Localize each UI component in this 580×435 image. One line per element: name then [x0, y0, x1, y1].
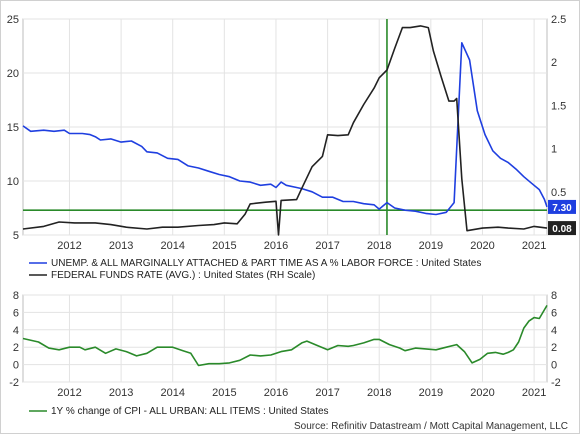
bottom-panel: -2 0 2 4 6 8 -2 0 2 4 6 8 2012 2013 2014 2015 2016 2017… — [9, 290, 561, 399]
top-x-tick-label: 2020 — [470, 240, 494, 252]
top-legend: UNEMP. & ALL MARGINALLY ATTACHED & PART … — [29, 258, 481, 281]
top-left-axis: 5 10 15 20 25 — [7, 14, 19, 242]
top-left-tick-label: 10 — [7, 176, 19, 188]
source-note: Source: Refinitiv Datastream / Mott Capi… — [294, 421, 568, 432]
bottom-right-axis: -2 0 2 4 6 8 — [551, 290, 561, 389]
badge-bg — [548, 221, 576, 236]
top-x-tick-label: 2014 — [160, 240, 184, 252]
bottom-right-tick-label: 0 — [551, 360, 557, 372]
bottom-left-tick-label: -2 — [9, 377, 19, 389]
badge-value: 7.30 — [552, 203, 572, 214]
top-reference-lines — [23, 19, 547, 235]
series-line-fedfunds — [22, 25, 548, 236]
legend-label-fedfunds: FEDERAL FUNDS RATE (AVG.) : United State… — [51, 270, 315, 281]
top-x-axis: 2012 2013 2014 2015 2016 2017 2018 2019 2020 2021 — [57, 240, 546, 252]
last-value-badge-fedfunds: 0.08 — [548, 221, 576, 236]
legend-label-unemp: UNEMP. & ALL MARGINALLY ATTACHED & PART … — [51, 258, 481, 269]
bottom-x-tick-label: 2012 — [57, 387, 81, 399]
bottom-series — [22, 304, 548, 367]
top-left-tick-label: 15 — [7, 122, 19, 134]
bottom-right-tick-label: 6 — [551, 307, 557, 319]
legend-label-cpi: 1Y % change of CPI - ALL URBAN: ALL ITEM… — [51, 406, 329, 417]
top-left-tick-label: 25 — [7, 14, 19, 26]
bottom-x-tick-label: 2021 — [522, 387, 546, 399]
top-x-tick-label: 2015 — [212, 240, 236, 252]
top-x-tick-label: 2019 — [419, 240, 443, 252]
bottom-grid — [23, 294, 547, 383]
top-series — [22, 25, 548, 236]
top-x-tick-label: 2017 — [315, 240, 339, 252]
bottom-left-tick-label: 8 — [13, 290, 19, 302]
top-right-tick-label: 1.5 — [551, 100, 566, 112]
bottom-x-tick-label: 2015 — [212, 387, 236, 399]
top-value-badges: 7.30 0.08 — [548, 199, 576, 236]
bottom-x-axis: 2012 2013 2014 2015 2016 2017 2018 2019 2020 2021 — [57, 387, 546, 399]
bottom-left-tick-label: 2 — [13, 342, 19, 354]
badge-bg — [548, 199, 576, 214]
badge-value: 0.08 — [552, 224, 572, 235]
top-left-tick-label: 5 — [13, 230, 19, 242]
bottom-plot-area — [22, 294, 548, 383]
bottom-left-tick-label: 6 — [13, 307, 19, 319]
legend-item-fedfunds: FEDERAL FUNDS RATE (AVG.) : United State… — [29, 270, 315, 281]
top-right-tick-label: 2 — [551, 57, 557, 69]
top-right-tick-label: 1 — [551, 144, 557, 156]
bottom-right-tick-label: -2 — [551, 377, 561, 389]
bottom-x-tick-label: 2013 — [109, 387, 133, 399]
bottom-x-tick-label: 2018 — [367, 387, 391, 399]
top-x-tick-label: 2013 — [109, 240, 133, 252]
series-line-cpi — [22, 304, 548, 367]
last-value-badge-unemp: 7.30 — [548, 199, 576, 214]
bottom-right-tick-label: 8 — [551, 290, 557, 302]
bottom-left-tick-label: 4 — [13, 325, 19, 337]
bottom-right-tick-label: 2 — [551, 342, 557, 354]
top-x-tick-label: 2018 — [367, 240, 391, 252]
bottom-x-tick-label: 2017 — [315, 387, 339, 399]
top-grid — [23, 18, 547, 236]
top-left-tick-label: 20 — [7, 68, 19, 80]
top-x-tick-label: 2012 — [57, 240, 81, 252]
bottom-x-tick-label: 2014 — [160, 387, 184, 399]
series-line-unemp — [22, 42, 548, 216]
bottom-left-axis: -2 0 2 4 6 8 — [9, 290, 19, 389]
bottom-x-tick-label: 2020 — [470, 387, 494, 399]
bottom-left-tick-label: 0 — [13, 360, 19, 372]
top-x-tick-label: 2016 — [264, 240, 288, 252]
top-x-tick-label: 2021 — [522, 240, 546, 252]
top-right-axis: 0.5 1 1.5 2 2.5 — [551, 14, 566, 199]
top-right-tick-label: 2.5 — [551, 14, 566, 26]
bottom-legend: 1Y % change of CPI - ALL URBAN: ALL ITEM… — [29, 406, 329, 417]
top-right-tick-label: 0.5 — [551, 187, 566, 199]
bottom-right-tick-label: 4 — [551, 325, 557, 337]
legend-item-unemp: UNEMP. & ALL MARGINALLY ATTACHED & PART … — [29, 258, 481, 269]
bottom-x-tick-label: 2019 — [419, 387, 443, 399]
bottom-x-tick-label: 2016 — [264, 387, 288, 399]
